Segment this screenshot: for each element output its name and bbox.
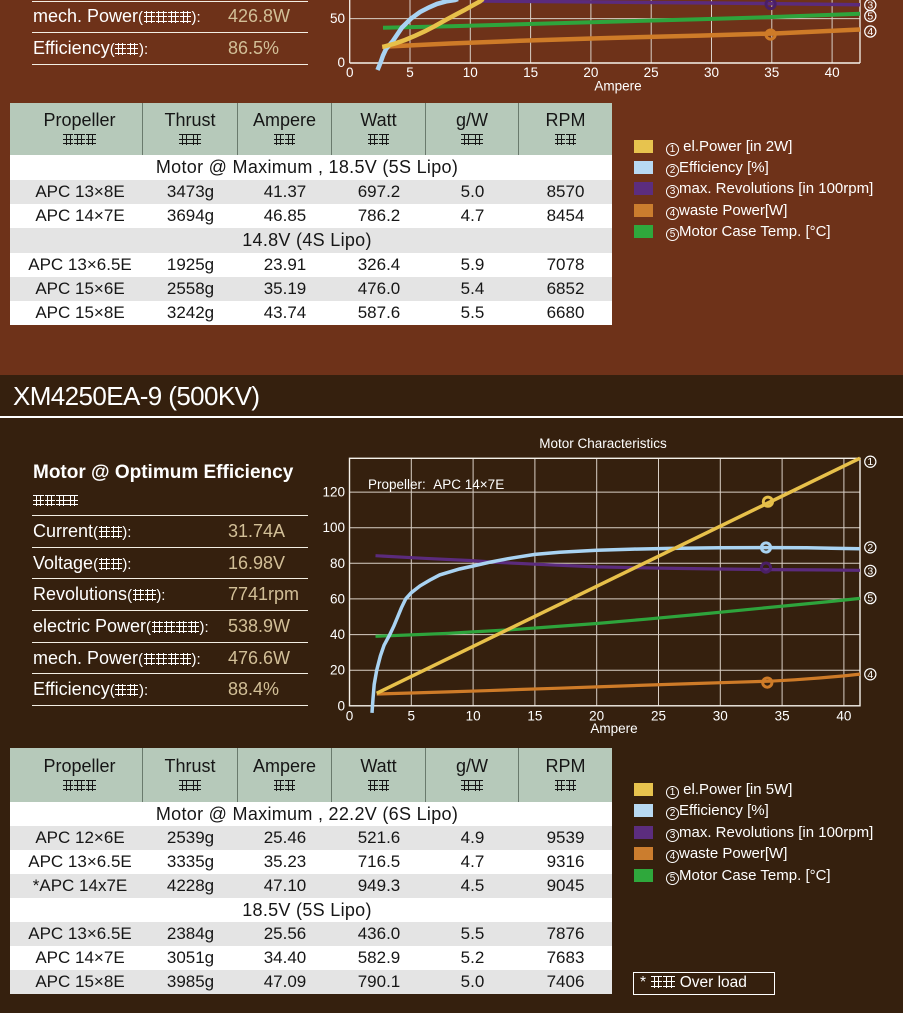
- svg-text:Propeller: APC 14×7E: Propeller: APC 14×7E: [368, 477, 504, 492]
- svg-text:40: 40: [836, 709, 851, 724]
- svg-text:30: 30: [713, 709, 728, 724]
- svg-text:35: 35: [764, 65, 779, 80]
- svg-text:60: 60: [330, 591, 345, 606]
- svg-text:5: 5: [408, 709, 416, 724]
- svg-text:0: 0: [346, 709, 354, 724]
- svg-text:20: 20: [330, 663, 345, 678]
- svg-text:Motor Characteristics: Motor Characteristics: [539, 436, 667, 451]
- svg-text:0: 0: [346, 65, 354, 80]
- svg-text:3: 3: [867, 565, 873, 577]
- svg-text:20: 20: [589, 709, 604, 724]
- svg-text:0: 0: [337, 55, 345, 70]
- svg-text:1: 1: [867, 456, 873, 468]
- svg-text:20: 20: [583, 65, 598, 80]
- svg-text:25: 25: [644, 65, 659, 80]
- svg-text:15: 15: [523, 65, 538, 80]
- svg-text:3: 3: [867, 0, 873, 12]
- svg-text:0: 0: [337, 698, 345, 713]
- svg-text:50: 50: [330, 11, 345, 26]
- svg-text:40: 40: [330, 627, 345, 642]
- svg-text:4: 4: [867, 669, 873, 681]
- svg-text:4: 4: [867, 26, 873, 38]
- svg-text:5: 5: [867, 593, 873, 605]
- svg-text:100: 100: [322, 520, 345, 535]
- svg-text:Ampere: Ampere: [594, 79, 641, 94]
- svg-text:5: 5: [406, 65, 414, 80]
- svg-text:35: 35: [775, 709, 790, 724]
- svg-text:80: 80: [330, 556, 345, 571]
- svg-text:40: 40: [825, 65, 840, 80]
- svg-text:30: 30: [704, 65, 719, 80]
- svg-text:120: 120: [322, 485, 345, 500]
- svg-text:25: 25: [651, 709, 666, 724]
- svg-text:2: 2: [867, 542, 873, 554]
- svg-text:15: 15: [527, 709, 542, 724]
- svg-text:Ampere: Ampere: [590, 721, 637, 736]
- svg-text:10: 10: [463, 65, 478, 80]
- svg-text:10: 10: [466, 709, 481, 724]
- svg-text:5: 5: [867, 11, 873, 23]
